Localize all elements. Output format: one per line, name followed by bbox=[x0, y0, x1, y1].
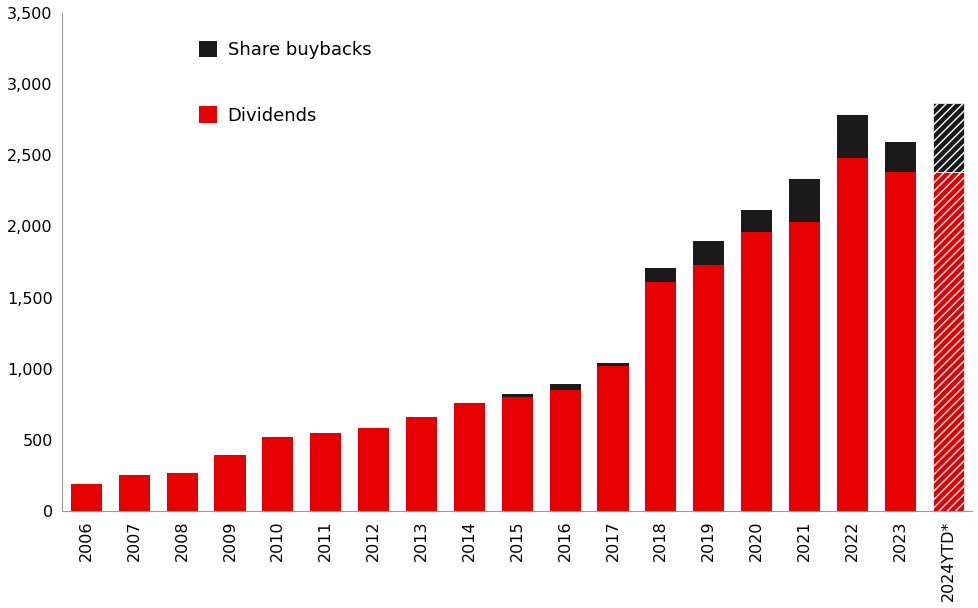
Bar bbox=[836, 158, 867, 511]
Bar bbox=[932, 172, 962, 511]
Bar bbox=[788, 222, 820, 511]
Bar bbox=[310, 434, 341, 511]
Bar bbox=[501, 397, 532, 511]
Bar bbox=[597, 363, 628, 366]
Bar bbox=[549, 390, 580, 511]
Bar bbox=[166, 472, 198, 511]
Bar bbox=[597, 366, 628, 511]
Bar bbox=[884, 142, 914, 172]
Legend: Share buybacks, , Dividends: Share buybacks, , Dividends bbox=[190, 32, 379, 134]
Bar bbox=[740, 232, 772, 511]
Bar bbox=[932, 103, 962, 172]
Bar bbox=[645, 268, 676, 282]
Bar bbox=[406, 417, 436, 511]
Bar bbox=[788, 179, 820, 222]
Bar bbox=[214, 455, 245, 511]
Bar bbox=[501, 394, 532, 397]
Bar bbox=[692, 265, 724, 511]
Bar bbox=[549, 384, 580, 390]
Bar bbox=[454, 403, 484, 511]
Bar bbox=[740, 210, 772, 232]
Bar bbox=[884, 172, 914, 511]
Bar bbox=[118, 475, 150, 511]
Bar bbox=[836, 115, 867, 158]
Bar bbox=[692, 241, 724, 265]
Bar bbox=[262, 437, 293, 511]
Bar bbox=[645, 282, 676, 511]
Bar bbox=[70, 484, 102, 511]
Bar bbox=[358, 429, 389, 511]
